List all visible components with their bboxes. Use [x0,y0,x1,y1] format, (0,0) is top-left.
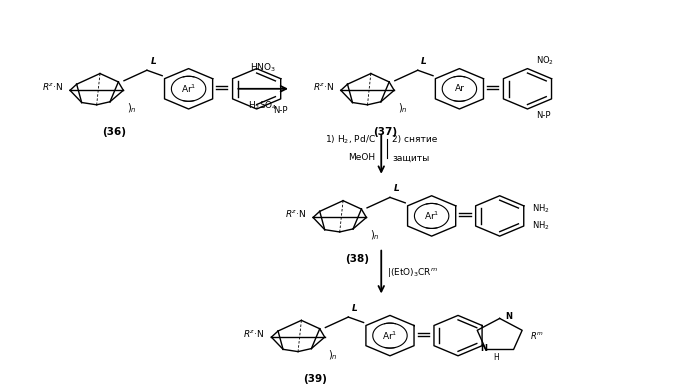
Text: $)_n$: $)_n$ [370,229,379,242]
Text: NH$_2$: NH$_2$ [531,219,550,232]
Text: защиты: защиты [393,154,430,163]
Text: |(EtO)$_3$CR$^m$: |(EtO)$_3$CR$^m$ [387,266,438,279]
Text: H$_2$SO$_4$: H$_2$SO$_4$ [248,99,278,112]
Text: $R^z$·N: $R^z$·N [42,81,63,92]
Text: L: L [393,184,399,193]
Text: N: N [505,312,512,322]
Text: $)_n$: $)_n$ [398,102,407,115]
Text: N: N [480,344,487,353]
Text: (38): (38) [345,254,369,264]
Text: H: H [494,353,499,362]
Text: $R^m$: $R^m$ [531,330,544,341]
Text: N-P: N-P [536,111,550,120]
Text: L: L [150,57,156,66]
Text: Ar$^1$: Ar$^1$ [181,83,196,95]
Text: $)_n$: $)_n$ [127,102,136,115]
Text: (39): (39) [303,374,327,384]
Text: MeOH: MeOH [349,154,376,163]
Text: Ar$^1$: Ar$^1$ [382,329,398,342]
Text: Ar: Ar [454,84,464,93]
Text: 2) снятие: 2) снятие [393,135,438,144]
Text: L: L [421,57,427,66]
Text: $R^z$·N: $R^z$·N [285,208,306,219]
Text: (36): (36) [102,127,126,137]
Text: NH$_2$: NH$_2$ [531,203,550,215]
Text: $R^z$·N: $R^z$·N [243,328,265,339]
Text: NO$_2$: NO$_2$ [536,54,554,67]
Text: (37): (37) [372,127,397,137]
Text: $)_n$: $)_n$ [328,348,338,362]
Text: N-P: N-P [273,106,288,115]
Text: L: L [352,303,358,313]
Text: Ar$^1$: Ar$^1$ [424,210,440,222]
Text: 1) H$_2$, Pd/C: 1) H$_2$, Pd/C [325,133,376,146]
Text: $R^z$·N: $R^z$·N [313,81,334,92]
Text: HNO$_3$: HNO$_3$ [250,62,276,74]
